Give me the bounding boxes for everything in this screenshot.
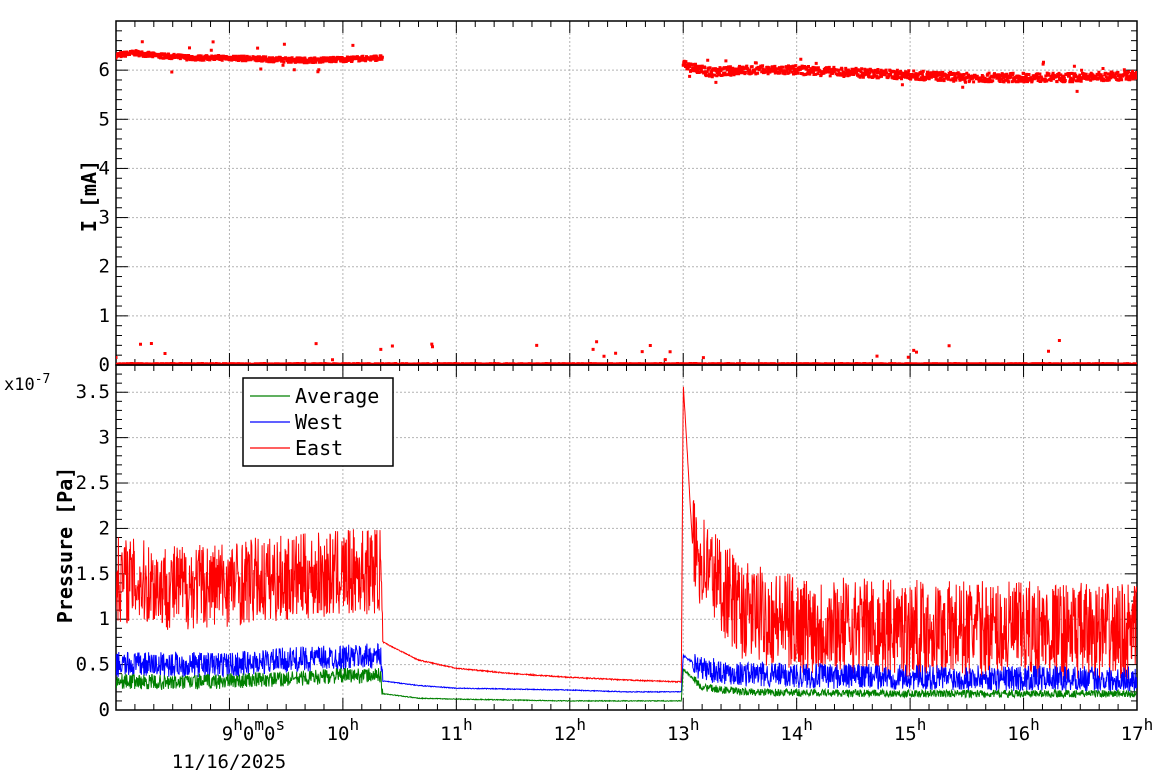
current-point [265,57,269,61]
current-point [681,63,685,67]
pressure-line-west [116,643,1137,694]
pressure-ytick-label: 0 [99,699,110,721]
legend-label-average: Average [295,384,379,408]
date-label: 11/16/2025 [172,751,286,773]
current-point [190,56,194,60]
current-axis-label: I [mA] [77,160,101,232]
current-point [1078,76,1082,80]
current-point [908,73,912,77]
current-point [851,71,855,75]
time-tick-label: 16h [1007,715,1040,745]
current-panel: 0 1 2 3 4 5 6 [99,20,1138,376]
time-tick-label: 17h [1121,715,1154,745]
pressure-series-lines [116,386,1137,703]
current-point [379,56,383,60]
current-point [133,51,137,55]
current-ytick-label: 3 [99,207,110,229]
pressure-ytick-label: 2.5 [76,472,110,494]
time-tick-label: 9h0m0s [222,715,285,745]
current-grid [116,21,1137,365]
current-point [152,53,156,57]
pressure-exponent-label: x10-7 [4,372,50,395]
current-point [965,76,969,80]
current-point [1135,73,1137,77]
pressure-panel: 0 0.5 1 1.5 2 2.5 3 3.5 9h0m0s 10h 11h 12h 13h 14h 15h… [76,364,1153,745]
current-ytick-label: 4 [99,157,110,179]
current-frame [115,20,1138,366]
current-point [303,58,307,62]
time-tick-label: 12h [554,715,587,745]
current-ytick-label: 1 [99,305,110,327]
pressure-ytick-label: 1.5 [76,563,110,585]
time-tick-label: 14h [780,715,813,745]
current-point [341,57,345,61]
current-point [116,53,118,57]
current-ytick-label: 0 [99,354,110,376]
current-series-dots [116,40,1137,365]
current-point [795,68,799,72]
pressure-line-east [116,386,1137,684]
current-ytick-label: 6 [99,59,110,81]
pressure-line-average [116,667,1137,703]
pressure-ytick-label: 1 [99,608,110,630]
current-point [738,68,742,72]
current-point [1022,76,1026,80]
pressure-ytick-label: 2 [99,517,110,539]
legend-label-east: East [295,436,343,460]
time-tick-label: 10h [327,715,360,745]
current-low-points [116,339,1137,365]
time-tick-label: 11h [440,715,473,745]
pressure-ytick-label: 3.5 [76,381,110,403]
current-ytick-label: 5 [99,108,110,130]
pressure-ytick-label: 3 [99,427,110,449]
time-tick-label: 13h [667,715,700,745]
current-point [710,71,714,75]
pressure-ytick-label: 0.5 [76,654,110,676]
current-ytick-label: 2 [99,256,110,278]
current-point [227,56,231,60]
pressure-x-tick-labels: 9h0m0s 10h 11h 12h 13h 14h 15h 16h 17h [222,715,1153,745]
legend-label-west: West [295,410,343,434]
pressure-axis-label: Pressure [Pa] [53,467,77,624]
time-tick-label: 15h [894,715,927,745]
current-high-points [116,40,1137,93]
